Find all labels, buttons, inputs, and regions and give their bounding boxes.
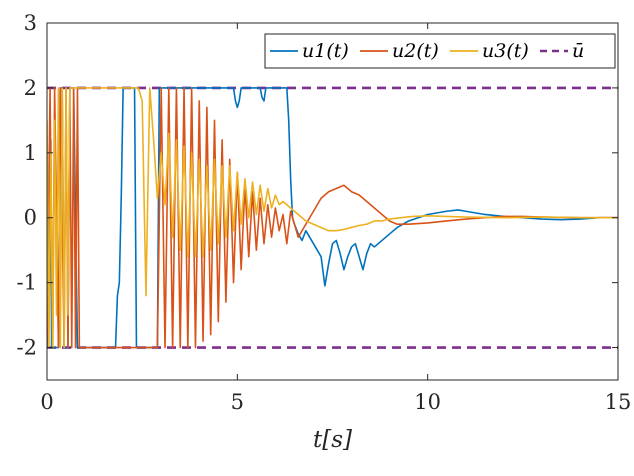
series-line-2: [47, 87, 618, 349]
y-tick-label: -2: [17, 336, 37, 360]
legend-label-1: u1(t): [302, 40, 349, 62]
series-line-3: [47, 87, 618, 349]
x-tick-label: 15: [605, 390, 632, 414]
y-tick-label: 1: [24, 141, 37, 165]
plot-frame: [46, 22, 619, 381]
x-tick-label: 0: [40, 390, 53, 414]
x-axis-title: t[s]: [313, 427, 352, 453]
y-tick-label: -1: [17, 271, 37, 295]
legend-label-2: u2(t): [392, 40, 439, 62]
legend: u1(t) u2(t) u3(t) ū: [264, 33, 616, 69]
y-tick-label: 3: [24, 11, 37, 35]
series-layer: [47, 87, 618, 349]
x-tick-label: 5: [231, 390, 244, 414]
legend-label-3: u3(t): [482, 40, 529, 62]
y-tick-label: 0: [24, 206, 37, 230]
x-tick-label: 10: [414, 390, 441, 414]
y-tick-label: 2: [24, 76, 37, 100]
legend-label-4: ū: [572, 40, 584, 62]
plot-area: [47, 23, 618, 380]
